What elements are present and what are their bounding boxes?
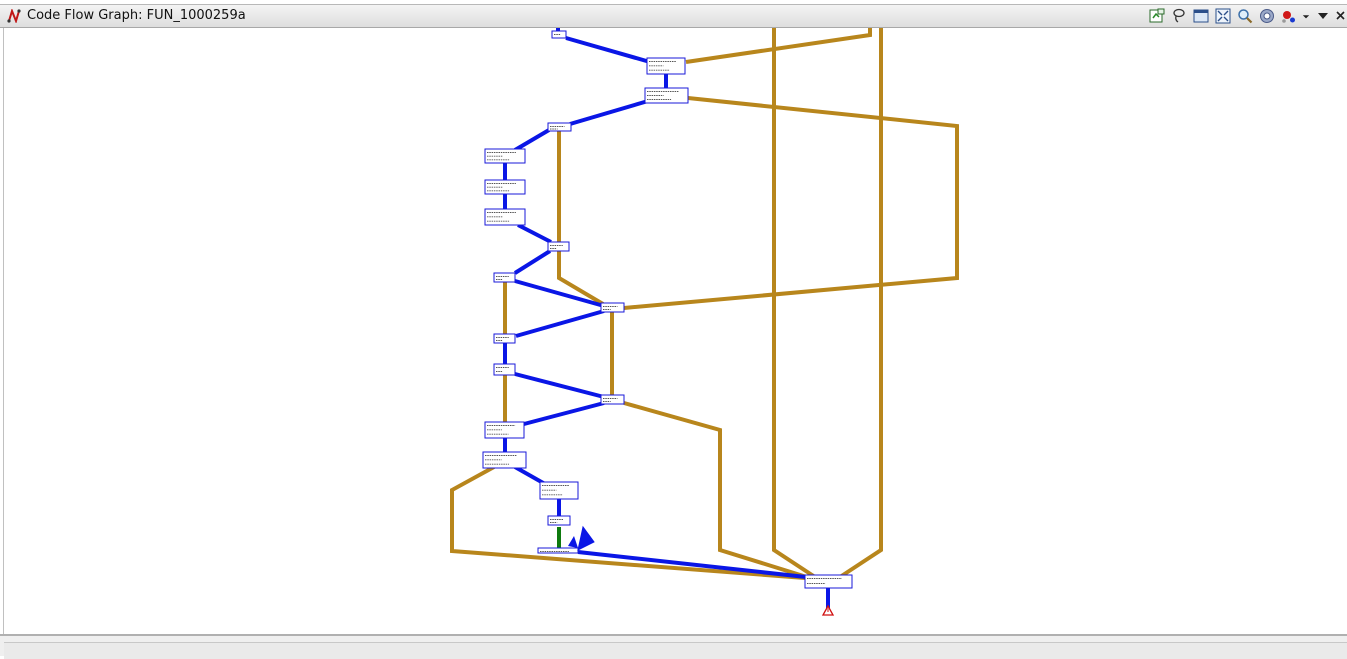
code-block-box [547,241,570,252]
graph-canvas[interactable] [4,28,1347,634]
code-block-node [537,547,579,554]
layout-button[interactable] [1191,6,1211,26]
arrowhead-tail [568,536,578,548]
code-block-box [493,272,516,283]
code-block-node [547,241,570,252]
flow-edge-13 [514,372,605,399]
fit-to-window-button[interactable] [1213,6,1233,26]
graph-options-button[interactable] [1257,6,1277,26]
highlight-dropdown-button[interactable] [1279,6,1299,26]
code-block-box [804,574,853,589]
lasso-select-button[interactable] [1169,6,1189,26]
code-block-node [539,481,579,500]
code-block-box [493,333,516,344]
zoom-button[interactable] [1235,6,1255,26]
fit-window-icon [1215,8,1231,24]
graph-nodes [482,30,853,589]
triangle-down-icon [1318,13,1328,19]
magnifier-icon [1238,9,1253,24]
highlight-dropdown-arrow[interactable] [1301,6,1311,26]
gear-icon [1260,9,1274,23]
flow-graph[interactable] [4,28,1347,634]
window-layout-icon [1193,9,1209,23]
code-block-node [493,333,516,344]
view-menu-button[interactable] [1313,6,1333,26]
flow-edge-18 [577,550,816,580]
code-block-node [484,148,526,164]
chevron-down-icon [1302,15,1310,19]
code-block-box [600,394,625,405]
code-block-node [547,515,571,526]
canvas-left-border [0,28,4,634]
red-blue-dots-icon [1282,11,1295,23]
code-block-node [547,122,572,132]
branch-edge-7 [623,401,811,580]
flow-edge-16 [514,465,546,486]
flow-edge-5 [513,128,551,152]
code-block-node [600,394,625,405]
flow-edge-4 [569,99,649,126]
code-block-box [493,363,516,376]
code-block-node [644,87,689,104]
title-bar: Code Flow Graph: FUN_1000259a [0,4,1347,28]
status-bar [0,634,1347,659]
branch-edge-10 [450,465,806,580]
code-block-node [482,451,527,469]
code-block-node [493,363,516,376]
code-block-box [547,515,571,526]
graph-markers [568,525,835,616]
code-block-node [804,574,853,589]
code-block-node [484,179,526,195]
status-bar-field [4,642,1347,659]
graph-edges [450,28,959,608]
blue-arrowhead-icon [577,525,595,551]
flow-edge-9 [513,249,552,275]
refresh-graph-button[interactable] [1147,6,1167,26]
code-block-node [600,302,625,313]
code-block-node [493,272,516,283]
code-flow-graph-icon [7,9,21,23]
code-block-box [484,148,526,164]
code-block-box [600,302,625,313]
code-block-box [644,87,689,104]
branch-edge-2 [623,96,959,310]
toolbar [1147,5,1347,27]
code-block-node [646,57,686,75]
code-block-node [551,30,567,39]
branch-edge-9 [838,28,883,579]
flow-edge-10 [514,279,605,308]
flow-edge-8 [517,223,552,244]
close-icon [1336,11,1345,20]
code-block-box [484,208,526,226]
flow-edge-14 [523,401,605,426]
branch-edge-1 [685,28,872,64]
flow-edge-11 [515,309,605,338]
code-block-node [484,208,526,226]
branch-edge-8 [772,28,817,579]
code-block-box [482,451,527,469]
refresh-graph-icon [1149,8,1165,23]
window-title: Code Flow Graph: FUN_1000259a [27,8,246,23]
branch-edge-3 [557,130,605,306]
flow-edge-2 [565,36,651,64]
code-block-box [537,547,579,554]
code-block-box [484,421,525,439]
lasso-icon [1173,8,1185,23]
close-button[interactable] [1335,6,1345,26]
warning-triangle-icon [821,604,835,616]
code-block-box [484,179,526,195]
code-block-node [484,421,525,439]
code-block-box [547,122,572,132]
